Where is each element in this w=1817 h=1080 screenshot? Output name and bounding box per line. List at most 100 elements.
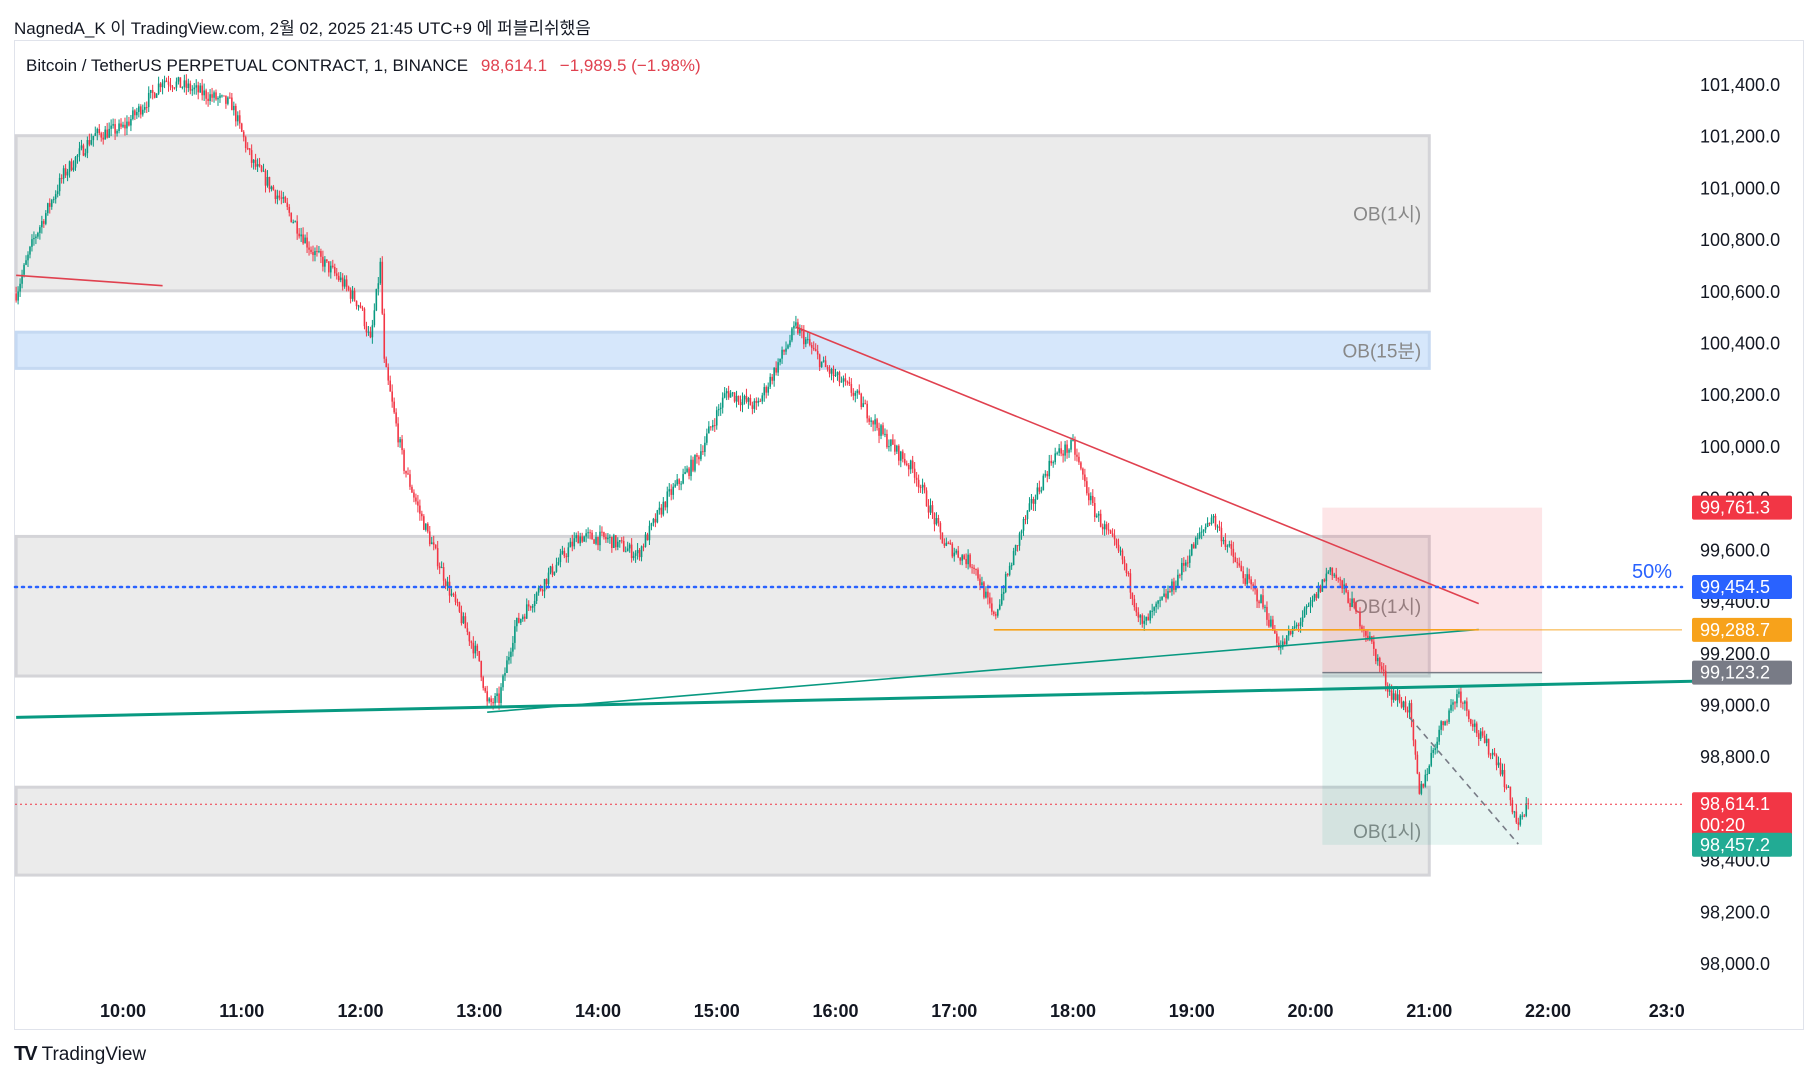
- candle[interactable]: [96, 128, 99, 134]
- candle[interactable]: [711, 425, 714, 428]
- candle[interactable]: [1481, 731, 1484, 736]
- candle[interactable]: [1462, 702, 1464, 704]
- candle[interactable]: [1493, 752, 1496, 756]
- candle[interactable]: [844, 378, 847, 382]
- candle[interactable]: [1388, 690, 1391, 692]
- candle[interactable]: [1281, 641, 1284, 648]
- candle[interactable]: [921, 484, 924, 488]
- candle[interactable]: [632, 555, 635, 559]
- candle[interactable]: [545, 579, 548, 585]
- candle[interactable]: [1444, 721, 1446, 726]
- symbol-name[interactable]: Bitcoin / TetherUS PERPETUAL CONTRACT, 1…: [26, 56, 469, 75]
- candle[interactable]: [579, 536, 581, 544]
- price-label-box[interactable]: [1692, 617, 1792, 642]
- candle[interactable]: [907, 465, 910, 470]
- candle[interactable]: [425, 523, 427, 530]
- candle[interactable]: [826, 367, 829, 370]
- candle[interactable]: [670, 489, 673, 495]
- candle[interactable]: [304, 237, 306, 244]
- candle[interactable]: [565, 556, 568, 558]
- candle[interactable]: [977, 569, 979, 579]
- candle[interactable]: [444, 580, 447, 587]
- candle[interactable]: [1042, 475, 1045, 491]
- candle[interactable]: [1218, 526, 1221, 528]
- candle[interactable]: [1058, 448, 1060, 453]
- candle[interactable]: [351, 290, 354, 299]
- candle[interactable]: [757, 400, 760, 403]
- candle[interactable]: [1115, 539, 1118, 545]
- candle[interactable]: [82, 145, 85, 156]
- candle[interactable]: [357, 305, 360, 307]
- candle[interactable]: [832, 369, 835, 376]
- candle[interactable]: [682, 474, 684, 484]
- candle[interactable]: [492, 702, 494, 704]
- candle[interactable]: [60, 177, 63, 179]
- candle[interactable]: [1489, 754, 1492, 756]
- candle[interactable]: [518, 617, 520, 623]
- candle[interactable]: [559, 553, 562, 563]
- candle[interactable]: [896, 445, 898, 452]
- candle[interactable]: [385, 358, 388, 368]
- candle[interactable]: [278, 195, 281, 198]
- candle[interactable]: [1026, 510, 1029, 520]
- candle[interactable]: [130, 119, 132, 126]
- candle[interactable]: [337, 275, 340, 281]
- candle[interactable]: [480, 661, 483, 678]
- candle[interactable]: [1194, 538, 1197, 549]
- candle[interactable]: [1283, 641, 1286, 645]
- candle[interactable]: [460, 611, 463, 624]
- candle[interactable]: [1105, 524, 1108, 530]
- candle[interactable]: [1311, 600, 1314, 602]
- candle[interactable]: [41, 221, 43, 228]
- candle[interactable]: [181, 86, 184, 88]
- candle[interactable]: [1070, 440, 1072, 450]
- candle[interactable]: [45, 213, 47, 224]
- candle[interactable]: [514, 626, 516, 643]
- candle[interactable]: [56, 191, 59, 195]
- candle[interactable]: [347, 286, 350, 290]
- candle[interactable]: [391, 391, 393, 402]
- candle[interactable]: [512, 642, 514, 652]
- candle[interactable]: [502, 675, 504, 688]
- zone-order-block-2[interactable]: [14, 534, 1431, 678]
- candle[interactable]: [122, 124, 124, 127]
- candle[interactable]: [1038, 487, 1041, 492]
- candle[interactable]: [1107, 529, 1110, 531]
- candle[interactable]: [1234, 556, 1237, 563]
- candle[interactable]: [466, 628, 469, 633]
- candle[interactable]: [1190, 544, 1193, 556]
- candle[interactable]: [874, 419, 876, 425]
- candle[interactable]: [973, 567, 975, 570]
- candle[interactable]: [359, 305, 362, 308]
- candle[interactable]: [729, 393, 732, 398]
- candle[interactable]: [1179, 574, 1181, 576]
- candle[interactable]: [900, 451, 902, 461]
- candle[interactable]: [830, 369, 833, 374]
- candle[interactable]: [777, 362, 779, 373]
- candle[interactable]: [403, 450, 405, 471]
- candle[interactable]: [1479, 731, 1482, 739]
- candle[interactable]: [573, 538, 576, 547]
- candle[interactable]: [1475, 723, 1478, 734]
- candle[interactable]: [599, 531, 601, 546]
- candle[interactable]: [739, 402, 742, 406]
- candle[interactable]: [727, 391, 730, 398]
- candle[interactable]: [981, 582, 983, 586]
- candle[interactable]: [890, 439, 892, 447]
- candle[interactable]: [537, 587, 540, 593]
- candle[interactable]: [539, 587, 542, 591]
- candle[interactable]: [591, 532, 593, 540]
- candle[interactable]: [64, 168, 67, 176]
- candle[interactable]: [66, 171, 69, 176]
- candle[interactable]: [21, 274, 23, 284]
- candle[interactable]: [318, 251, 320, 253]
- candle[interactable]: [535, 592, 538, 601]
- candle[interactable]: [54, 194, 57, 200]
- candle[interactable]: [656, 510, 659, 523]
- candle[interactable]: [549, 566, 552, 573]
- candle[interactable]: [159, 83, 162, 88]
- candle[interactable]: [836, 372, 839, 376]
- candle[interactable]: [1452, 702, 1454, 705]
- candle[interactable]: [1167, 591, 1169, 599]
- dashed-gray[interactable]: [1408, 716, 1519, 845]
